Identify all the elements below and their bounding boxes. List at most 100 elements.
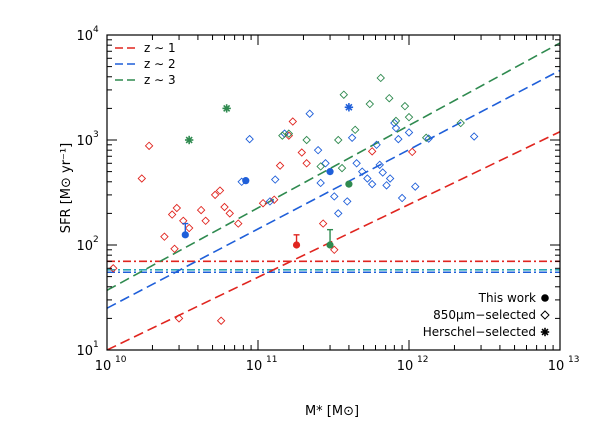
x-tick-exponent: 13 [568,355,579,365]
y-tick-exponent: 3 [93,130,99,140]
diamond-point-blue-6 [313,145,323,155]
diamond-point-blue-13 [352,159,361,168]
diamond-point-red-8 [174,314,184,323]
diamond-point-green-12 [404,112,414,122]
diamond-point-blue-16 [367,179,377,189]
diamond-point-red-0 [109,264,118,273]
legend-marker-circle [541,294,549,302]
diamond-point-green-6 [350,125,360,135]
diamond-point-red-11 [201,216,210,226]
this-work-point-3 [292,241,301,249]
diamond-point-red-27 [367,147,377,156]
diamond-point-blue-1 [245,134,254,144]
y-tick-label: 10 [76,239,93,254]
y-tick-exponent: 2 [93,235,99,245]
diamond-point-blue-27 [411,182,420,191]
diamond-point-red-22 [288,117,298,126]
this-work-point-1 [326,168,334,176]
this-work-point-0 [242,177,250,185]
diamond-point-red-26 [330,245,339,255]
x-tick-label: 10 [397,359,414,374]
diamond-point-red-28 [407,147,417,157]
x-tick-exponent: 10 [115,355,127,365]
plot-frame [106,34,561,351]
diamond-point-blue-15 [363,174,372,183]
y-tick-label: 10 [76,29,93,44]
diamond-point-blue-26 [404,128,414,137]
x-tick-label: 10 [95,359,112,374]
diamond-point-red-2 [144,141,154,151]
y-axis-label: SFR [M⊙ yr⁻¹] [59,143,74,233]
diamond-point-blue-2 [265,197,275,206]
diamond-point-green-10 [391,116,401,126]
diamond-point-green-5 [339,90,349,99]
diamond-point-red-7 [184,223,194,233]
diamond-point-blue-10 [334,209,343,218]
diamond-point-red-23 [297,148,307,157]
diamond-point-red-15 [225,209,234,218]
diamond-point-red-20 [275,161,285,170]
main-sequence-z3 [107,42,560,292]
y-tick-exponent: 1 [93,340,99,350]
legend-marker-label-0: This work [478,291,536,305]
diamond-point-green-13 [421,133,431,143]
diamond-point-red-17 [216,316,226,325]
diamond-point-blue-9 [330,192,339,201]
y-tick-label: 10 [76,134,93,149]
diamond-point-green-8 [376,73,385,83]
legend-line-label-0: z ∼ 1 [144,41,176,55]
diamond-point-green-0 [278,131,287,140]
legend-marker-asterisk [540,327,550,337]
this-work-point-2 [181,231,189,239]
diamond-point-green-1 [284,129,294,138]
diamond-point-blue-3 [270,175,280,184]
legend-marker-diamond [540,310,550,320]
plot-area [107,42,560,350]
diamond-point-green-9 [385,93,394,103]
diamond-point-blue-20 [382,181,391,190]
diamond-point-green-3 [316,162,325,171]
x-tick-label: 10 [246,359,263,374]
diamond-point-red-12 [210,190,220,200]
diamond-point-blue-24 [394,134,403,144]
diamond-point-blue-12 [347,133,357,143]
diamond-point-red-25 [318,219,328,228]
diamond-point-green-7 [365,99,375,109]
diamond-point-red-6 [179,216,188,226]
diamond-point-blue-18 [375,160,384,170]
plot-border [106,34,561,351]
diamond-point-blue-11 [343,197,352,206]
diamond-point-blue-7 [321,159,330,168]
diamond-point-red-1 [137,174,147,183]
herschel-point-2 [344,103,354,112]
y-tick-label: 10 [76,344,93,359]
diamond-point-red-5 [172,203,182,213]
diamond-point-blue-14 [357,167,367,176]
legend: z ∼ 1 z ∼ 2 z ∼ 3 This work 850μm−selected He… [115,41,550,339]
diamond-point-red-10 [196,205,206,215]
herschel-point-0 [184,135,194,145]
diamond-point-red-3 [160,232,169,241]
main-sequence-z1 [107,130,560,350]
this-work-point-5 [326,241,334,249]
diamond-point-red-24 [302,159,311,168]
diamond-point-blue-8 [316,178,325,188]
x-tick-exponent: 11 [266,355,277,365]
diamond-point-red-18 [258,198,268,208]
diamond-point-red-4 [167,210,177,219]
herschel-point-1 [222,104,231,113]
diamond-point-red-16 [234,219,243,228]
diamond-point-red-9 [170,244,179,254]
legend-line-label-2: z ∼ 3 [144,73,176,87]
diamond-point-green-15 [337,163,347,173]
diamond-point-blue-28 [424,134,433,143]
diamond-point-blue-21 [385,174,395,183]
x-tick-label: 10 [548,359,565,374]
diamond-point-red-14 [220,202,229,212]
x-tick-exponent: 12 [417,355,428,365]
diamond-point-blue-19 [378,168,387,177]
legend-line-label-1: z ∼ 2 [144,57,176,71]
diamond-point-red-13 [215,186,225,195]
diamond-point-green-4 [334,135,343,145]
